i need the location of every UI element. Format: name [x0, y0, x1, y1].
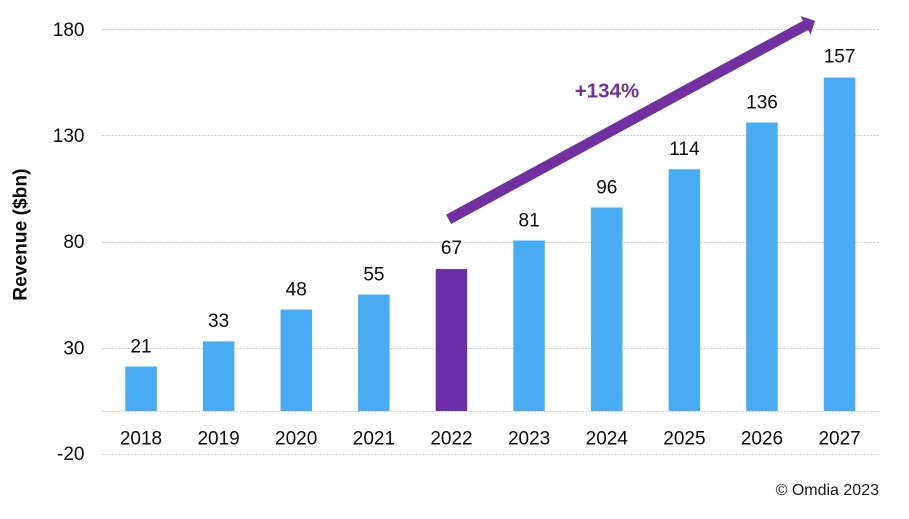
svg-text:180: 180: [53, 20, 85, 41]
svg-text:+134%: +134%: [575, 80, 639, 103]
svg-text:114: 114: [669, 139, 700, 160]
svg-text:2023: 2023: [508, 429, 550, 450]
svg-text:130: 130: [53, 126, 85, 147]
svg-text:96: 96: [596, 177, 617, 198]
svg-text:48: 48: [286, 279, 307, 300]
svg-text:2020: 2020: [275, 429, 317, 450]
svg-text:21: 21: [130, 336, 151, 357]
svg-text:55: 55: [363, 264, 384, 285]
svg-text:67: 67: [441, 238, 462, 259]
svg-text:81: 81: [519, 210, 540, 231]
svg-text:80: 80: [63, 232, 84, 253]
svg-text:2025: 2025: [663, 429, 705, 450]
svg-text:2021: 2021: [353, 429, 395, 450]
svg-text:136: 136: [746, 92, 778, 113]
svg-text:2027: 2027: [818, 429, 860, 450]
svg-text:30: 30: [63, 338, 84, 359]
svg-text:2022: 2022: [430, 429, 472, 450]
svg-text:Revenue ($bn): Revenue ($bn): [11, 168, 32, 300]
svg-text:2018: 2018: [120, 429, 162, 450]
svg-text:33: 33: [208, 311, 229, 332]
svg-text:2024: 2024: [586, 429, 629, 450]
svg-text:2019: 2019: [197, 429, 239, 450]
svg-text:157: 157: [824, 46, 856, 67]
svg-text:-20: -20: [57, 444, 84, 465]
svg-text:2026: 2026: [741, 429, 783, 450]
svg-text:© Omdia 2023: © Omdia 2023: [776, 482, 880, 499]
